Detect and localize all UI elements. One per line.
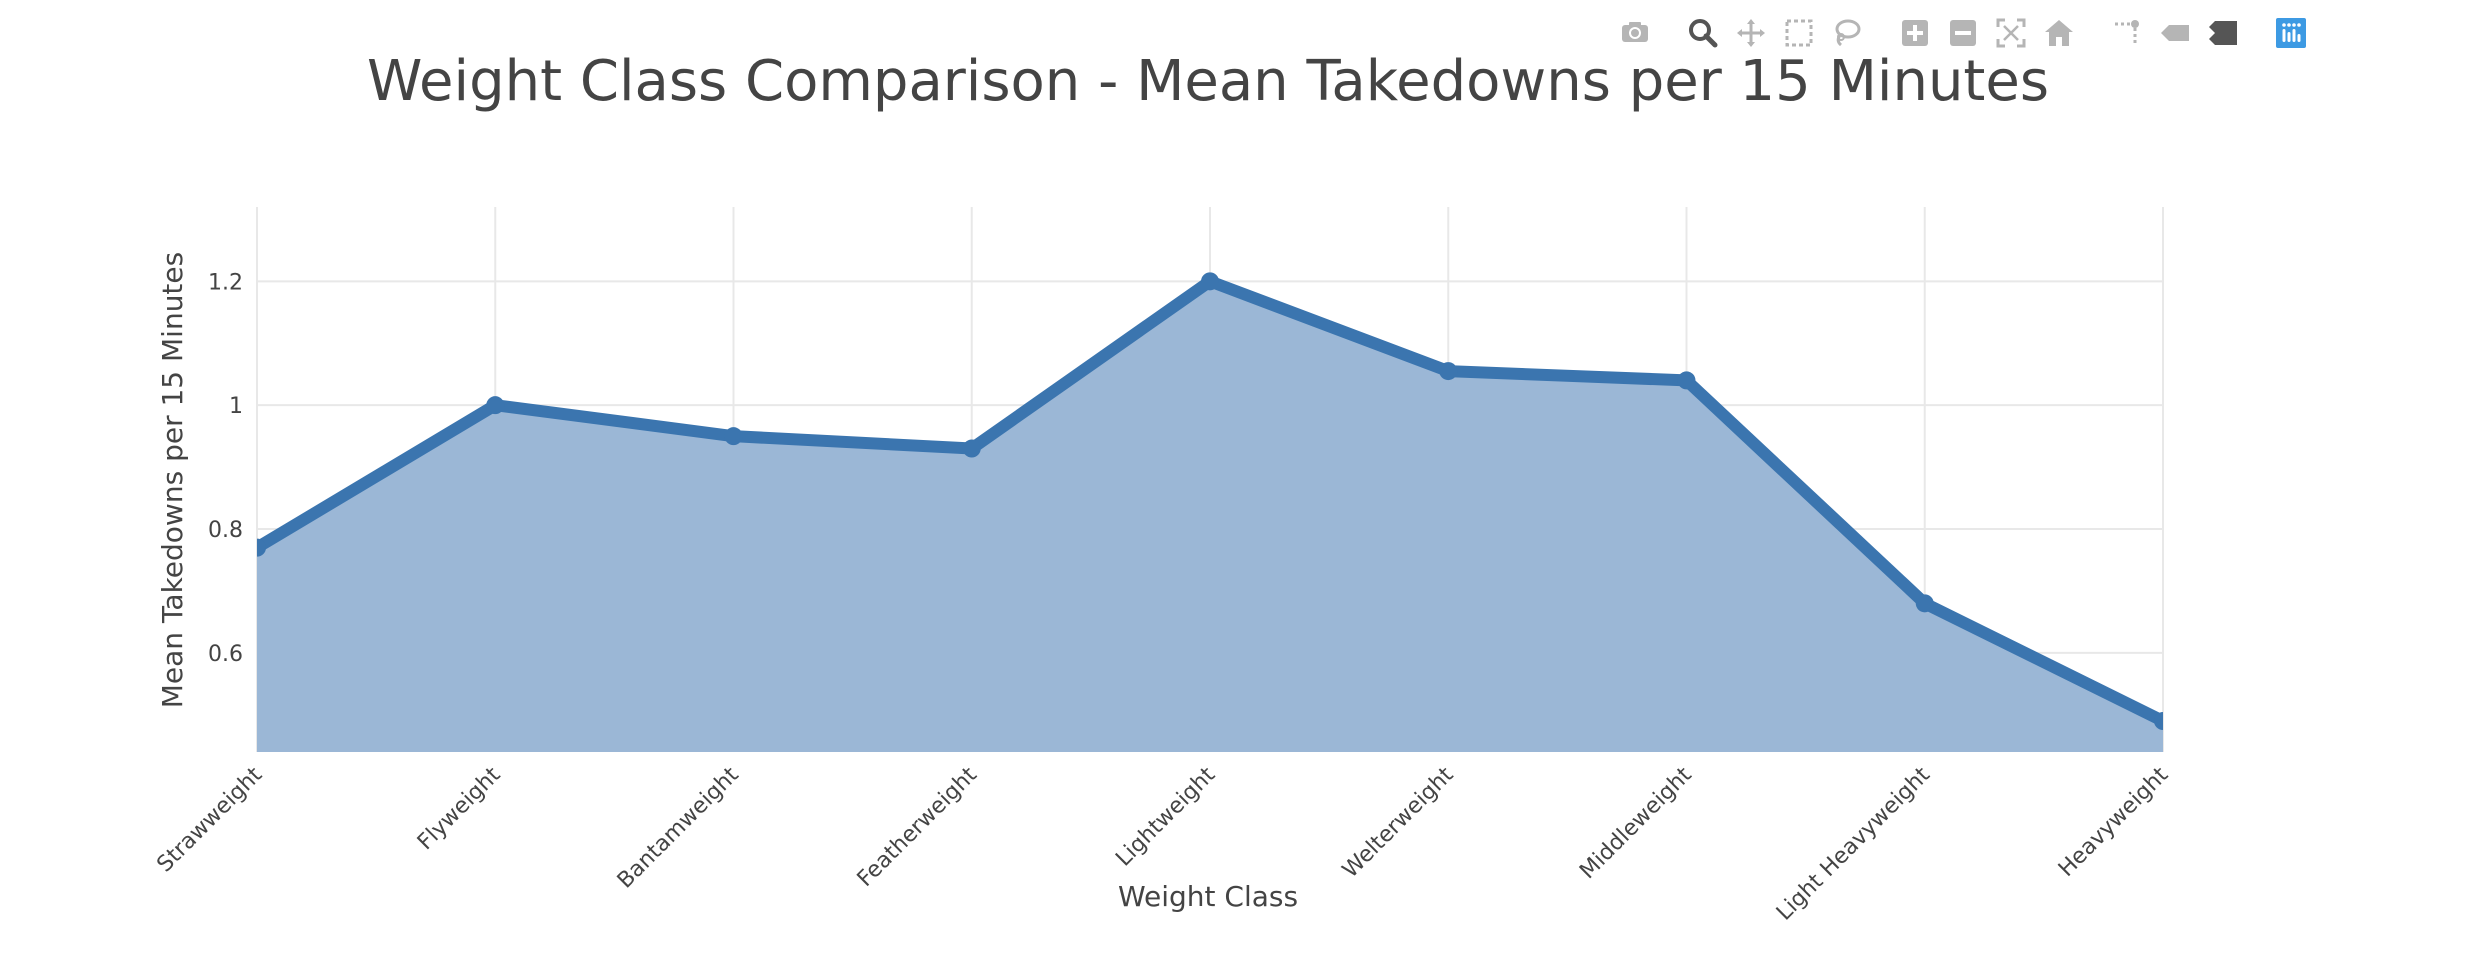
x-tick-label: Flyweight — [413, 762, 506, 855]
data-point — [486, 396, 505, 415]
modebar-group — [2267, 14, 2315, 52]
hover-closest-icon — [2161, 25, 2189, 41]
plotly-logo-icon — [2276, 18, 2306, 48]
area-fill — [257, 281, 2163, 752]
autoscale-icon — [1996, 18, 2026, 48]
data-point — [257, 538, 266, 557]
y-tick-label: 1 — [229, 394, 243, 419]
x-axis-title: Weight Class — [1118, 880, 1298, 913]
data-point — [1677, 371, 1696, 390]
y-tick-label: 0.8 — [208, 518, 243, 543]
zoom-out-button[interactable] — [1939, 14, 1987, 52]
plot-area[interactable]: 0.6 0.8 1 1.2 Strawweight Flyweight Bantamweig… — [152, 207, 2174, 926]
pan-button[interactable] — [1727, 14, 1775, 52]
data-point — [962, 439, 981, 458]
x-tick-label: Lightweight — [1111, 762, 1220, 871]
x-tick-label: Welterweight — [1338, 762, 1459, 883]
plotly-logo-button[interactable] — [2267, 14, 2315, 52]
modebar-group — [1679, 14, 1871, 52]
reset-axes-button[interactable] — [2035, 14, 2083, 52]
hover-compare-icon — [2209, 21, 2237, 45]
x-tick-label: Strawweight — [152, 762, 267, 877]
pan-icon — [1737, 19, 1765, 47]
hover-closest-button[interactable] — [2151, 14, 2199, 52]
data-point — [1439, 362, 1458, 381]
data-point — [1915, 594, 1934, 613]
spike-lines-icon — [2115, 20, 2139, 45]
x-tick-label: Middleweight — [1575, 762, 1697, 884]
zoom-out-icon — [1950, 20, 1976, 46]
series-group — [257, 272, 2163, 752]
chart-title: Weight Class Comparison - Mean Takedowns… — [367, 49, 2049, 114]
spike-lines-button[interactable] — [2103, 14, 2151, 52]
zoom-in-button[interactable] — [1891, 14, 1939, 52]
lasso-select-icon — [1835, 19, 1861, 47]
box-select-button[interactable] — [1775, 14, 1823, 52]
lasso-select-button[interactable] — [1823, 14, 1871, 52]
x-tick-label: Heavyweight — [2054, 762, 2174, 882]
camera-button[interactable] — [1611, 14, 1659, 52]
data-point — [2154, 712, 2163, 731]
box-select-icon — [1785, 19, 1813, 47]
modebar-group — [2103, 14, 2247, 52]
reset-axes-icon — [2045, 20, 2073, 46]
zoom-button[interactable] — [1679, 14, 1727, 52]
zoom-in-icon — [1902, 20, 1928, 46]
y-axis-title: Mean Takedowns per 15 Minutes — [156, 252, 189, 708]
zoom-icon — [1689, 19, 1718, 48]
hover-compare-button[interactable] — [2199, 14, 2247, 52]
x-tick-label: Bantamweight — [613, 762, 744, 893]
x-tick-label: Light Heavyweight — [1772, 762, 1935, 925]
data-point — [1201, 272, 1219, 291]
x-tick-label: Featherweight — [853, 762, 983, 892]
modebar-group — [1611, 14, 1659, 52]
y-tick-label: 0.6 — [208, 642, 243, 667]
data-point — [724, 427, 743, 446]
y-tick-label: 1.2 — [208, 270, 243, 295]
modebar — [1591, 14, 2315, 52]
autoscale-button[interactable] — [1987, 14, 2035, 52]
camera-icon — [1622, 22, 1648, 42]
modebar-group — [1891, 14, 2083, 52]
